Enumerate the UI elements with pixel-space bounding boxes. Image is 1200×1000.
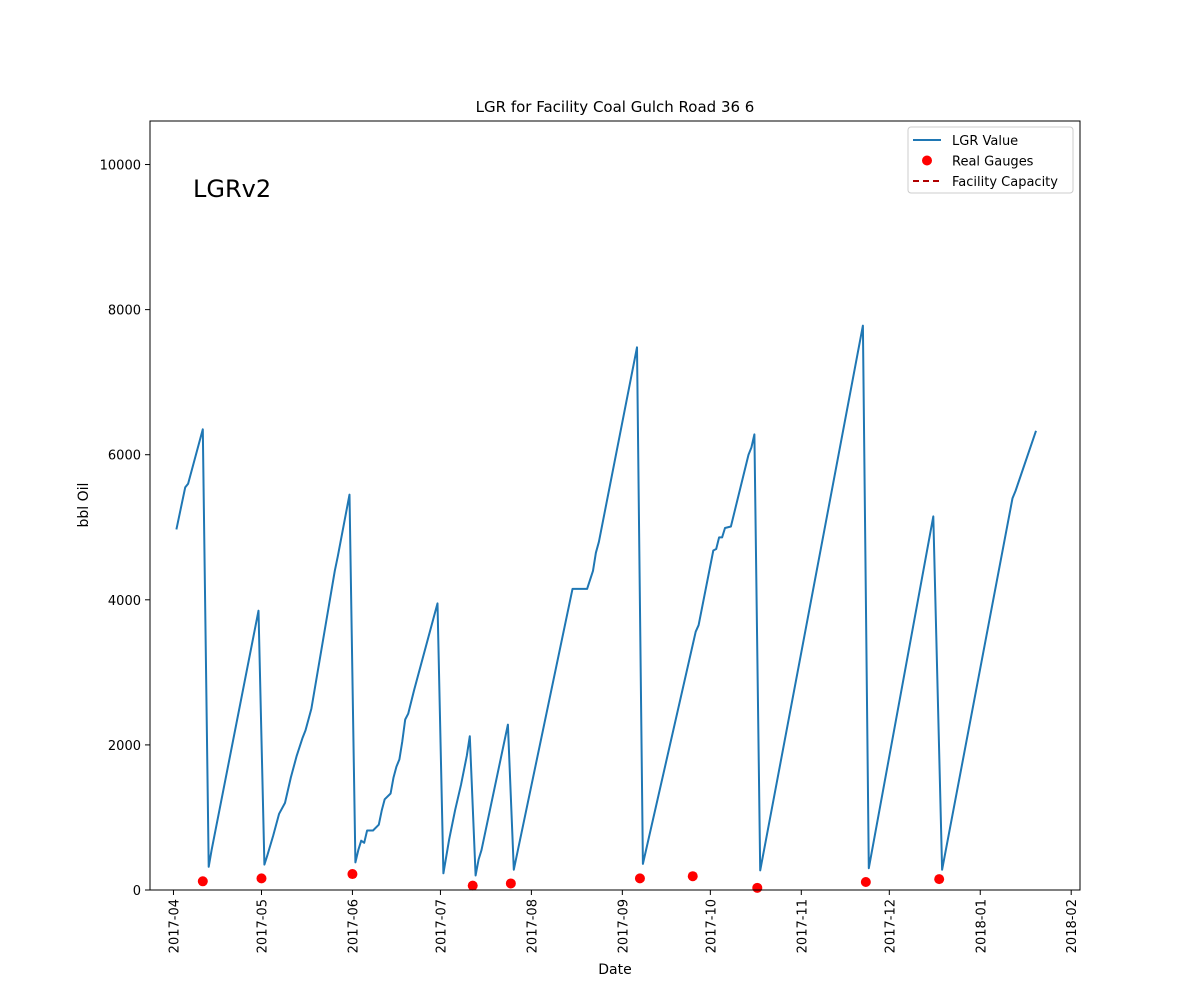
plot-area: [175, 324, 1037, 893]
plot-frame: [149, 120, 1081, 891]
real-gauge-point: [347, 869, 358, 880]
y-tick-label: 8000: [108, 304, 141, 319]
y-tick-label: 6000: [108, 449, 141, 464]
x-tick-label: 2017-12: [883, 899, 898, 953]
legend-box: [907, 126, 1074, 194]
x-tick-label: 2017-08: [525, 899, 540, 953]
y-tick-label: 10000: [100, 159, 141, 174]
lgr-value-line: [175, 324, 1037, 877]
x-tick-label: 2018-01: [974, 899, 989, 953]
real-gauge-point: [687, 871, 698, 882]
y-tick-label: 0: [133, 884, 141, 899]
legend-label: Real Gauges: [952, 155, 1034, 170]
x-tick-label: 2018-02: [1065, 899, 1080, 953]
real-gauge-point: [505, 878, 516, 889]
real-gauge-point: [197, 876, 208, 887]
x-tick-label: 2017-09: [616, 899, 631, 953]
x-tick-label: 2017-07: [434, 899, 449, 953]
x-axis-label: Date: [598, 962, 631, 978]
y-tick-label: 4000: [108, 594, 141, 609]
x-tick-label: 2017-10: [704, 899, 719, 953]
chart-title: LGR for Facility Coal Gulch Road 36 6: [476, 98, 755, 116]
x-tick-label: 2017-04: [167, 899, 182, 953]
real-gauge-point: [860, 877, 871, 888]
real-gauge-point: [752, 882, 763, 893]
lgr-version-annotation: LGRv2: [193, 175, 271, 203]
x-tick-label: 2017-06: [346, 899, 361, 953]
y-tick-label: 2000: [108, 739, 141, 754]
real-gauge-point: [634, 873, 645, 884]
real-gauge-point: [256, 873, 267, 884]
legend: LGR Value Real Gauges Facility Capacity: [907, 126, 1074, 194]
legend-label: Facility Capacity: [952, 175, 1058, 190]
x-tick-label: 2017-05: [255, 899, 270, 953]
legend-dot-swatch: [922, 155, 932, 166]
legend-label: LGR Value: [952, 134, 1018, 149]
y-axis-label: bbl Oil: [76, 483, 92, 528]
x-tick-label: 2017-11: [795, 899, 810, 953]
real-gauge-point: [934, 874, 945, 885]
real-gauge-point: [467, 880, 478, 891]
axes: 0 2000 4000 6000 8000 10000 2017-04 2017-05 2017…: [100, 120, 1081, 953]
